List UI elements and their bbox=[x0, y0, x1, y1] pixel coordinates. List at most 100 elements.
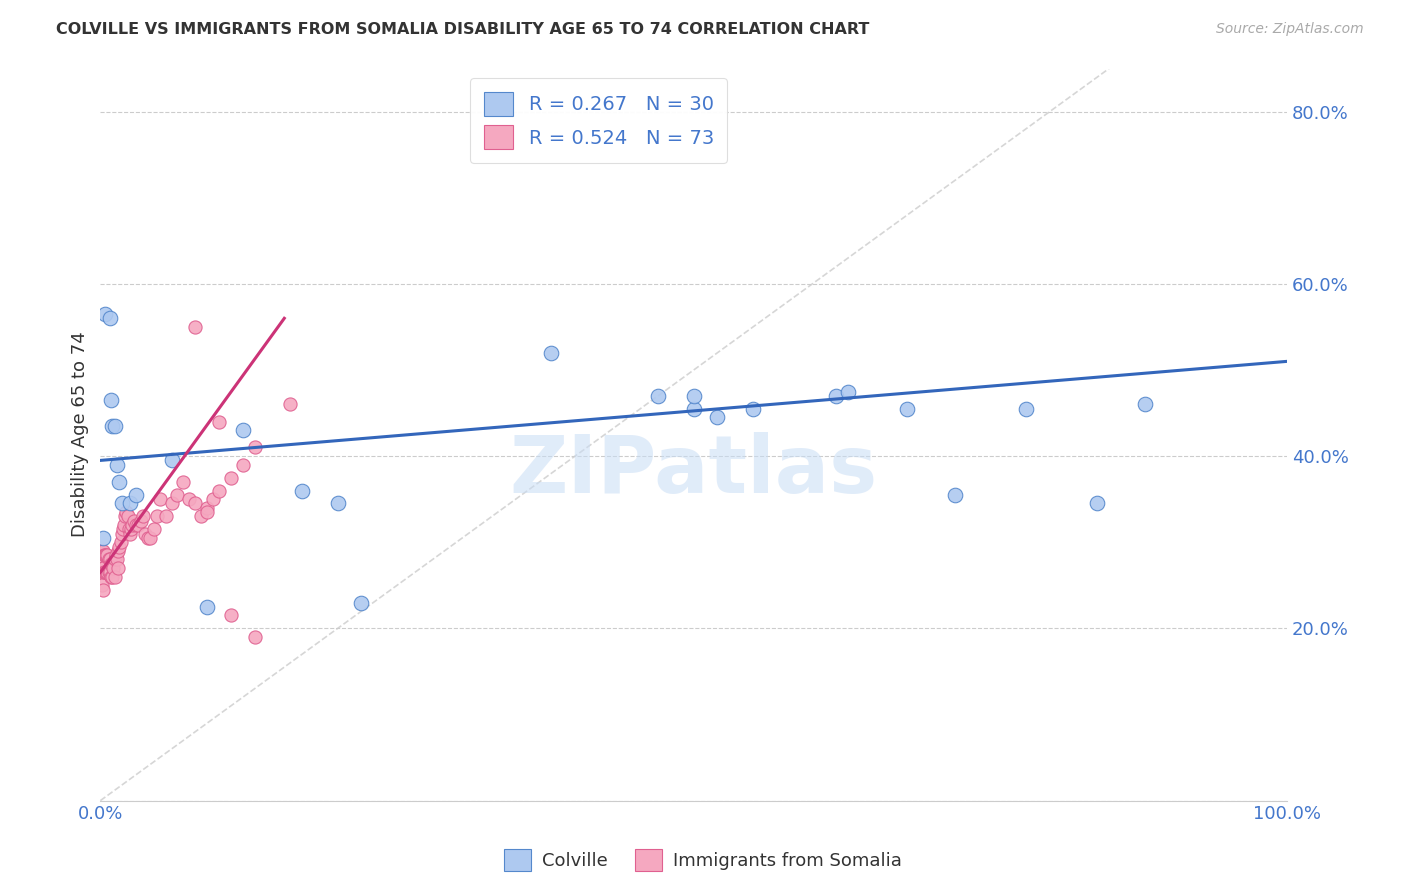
Point bbox=[202, 492, 225, 507]
Point bbox=[219, 470, 242, 484]
Point bbox=[105, 552, 128, 566]
Point bbox=[125, 518, 148, 533]
Point bbox=[91, 582, 114, 597]
Point bbox=[943, 488, 966, 502]
Point bbox=[139, 531, 162, 545]
Point bbox=[91, 544, 114, 558]
Text: COLVILLE VS IMMIGRANTS FROM SOMALIA DISABILITY AGE 65 TO 74 CORRELATION CHART: COLVILLE VS IMMIGRANTS FROM SOMALIA DISA… bbox=[56, 22, 870, 37]
Point bbox=[134, 526, 156, 541]
Point bbox=[155, 509, 177, 524]
Point bbox=[93, 548, 115, 562]
Point bbox=[179, 492, 201, 507]
Point bbox=[160, 453, 183, 467]
Point bbox=[118, 522, 141, 536]
Point bbox=[108, 475, 131, 489]
Point bbox=[94, 307, 117, 321]
Point bbox=[89, 544, 111, 558]
Point bbox=[326, 496, 349, 510]
Point bbox=[101, 570, 124, 584]
Point bbox=[127, 518, 149, 533]
Point bbox=[101, 557, 124, 571]
Legend: R = 0.267   N = 30, R = 0.524   N = 73: R = 0.267 N = 30, R = 0.524 N = 73 bbox=[470, 78, 727, 162]
Point bbox=[117, 509, 139, 524]
Point bbox=[232, 458, 254, 472]
Point bbox=[98, 552, 121, 566]
Point bbox=[96, 548, 118, 562]
Point bbox=[97, 566, 120, 580]
Point bbox=[1085, 496, 1108, 510]
Point bbox=[208, 483, 231, 498]
Point bbox=[91, 561, 114, 575]
Text: Source: ZipAtlas.com: Source: ZipAtlas.com bbox=[1216, 22, 1364, 37]
Point bbox=[291, 483, 314, 498]
Point bbox=[166, 488, 188, 502]
Point bbox=[146, 509, 169, 524]
Point bbox=[184, 319, 207, 334]
Point bbox=[100, 557, 122, 571]
Point bbox=[94, 566, 117, 580]
Point bbox=[142, 522, 165, 536]
Point bbox=[96, 566, 118, 580]
Point bbox=[110, 535, 132, 549]
Point bbox=[208, 415, 231, 429]
Point bbox=[184, 496, 207, 510]
Point bbox=[837, 384, 859, 399]
Point bbox=[172, 475, 194, 489]
Point bbox=[103, 561, 125, 575]
Point bbox=[118, 496, 141, 510]
Text: ZIPatlas: ZIPatlas bbox=[509, 433, 877, 510]
Point bbox=[132, 509, 155, 524]
Legend: Colville, Immigrants from Somalia: Colville, Immigrants from Somalia bbox=[496, 842, 910, 879]
Point bbox=[278, 397, 301, 411]
Point bbox=[682, 389, 704, 403]
Point bbox=[136, 531, 159, 545]
Point bbox=[111, 522, 134, 536]
Point bbox=[107, 544, 129, 558]
Point bbox=[90, 544, 112, 558]
Point bbox=[111, 526, 134, 541]
Point bbox=[98, 311, 121, 326]
Point bbox=[100, 393, 122, 408]
Point bbox=[195, 599, 218, 614]
Point bbox=[232, 423, 254, 437]
Point bbox=[96, 548, 118, 562]
Point bbox=[101, 419, 124, 434]
Point bbox=[100, 570, 122, 584]
Point bbox=[125, 488, 148, 502]
Point bbox=[104, 552, 127, 566]
Point bbox=[149, 492, 172, 507]
Point bbox=[195, 500, 218, 515]
Point bbox=[111, 496, 134, 510]
Point bbox=[91, 531, 114, 545]
Point bbox=[195, 505, 218, 519]
Y-axis label: Disability Age 65 to 74: Disability Age 65 to 74 bbox=[72, 332, 89, 538]
Point bbox=[122, 514, 145, 528]
Point bbox=[742, 401, 765, 416]
Point bbox=[825, 389, 848, 403]
Point bbox=[105, 458, 128, 472]
Point bbox=[104, 548, 127, 562]
Point bbox=[243, 441, 266, 455]
Point bbox=[160, 496, 183, 510]
Point bbox=[112, 518, 135, 533]
Point bbox=[682, 401, 704, 416]
Point bbox=[540, 345, 562, 359]
Point bbox=[104, 570, 127, 584]
Point bbox=[129, 514, 152, 528]
Point bbox=[104, 419, 127, 434]
Point bbox=[114, 509, 136, 524]
Point bbox=[107, 561, 129, 575]
Point bbox=[108, 540, 131, 554]
Point bbox=[89, 566, 111, 580]
Point bbox=[94, 548, 117, 562]
Point bbox=[90, 578, 112, 592]
Point bbox=[96, 566, 118, 580]
Point bbox=[98, 566, 121, 580]
Point bbox=[190, 509, 212, 524]
Point bbox=[121, 518, 143, 533]
Point bbox=[1133, 397, 1156, 411]
Point bbox=[647, 389, 669, 403]
Point bbox=[118, 526, 141, 541]
Point bbox=[219, 608, 242, 623]
Point bbox=[706, 410, 728, 425]
